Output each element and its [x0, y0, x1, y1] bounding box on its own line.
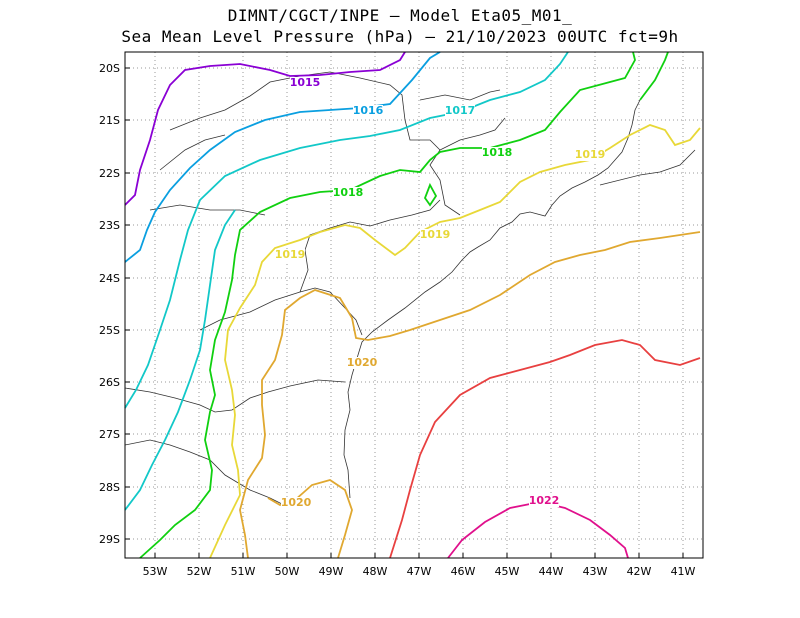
- state-border: [124, 379, 346, 413]
- isobar-label: 1019: [575, 148, 606, 161]
- lon-tick-label: 53W: [143, 565, 168, 578]
- map-frame: [124, 51, 704, 559]
- isobar-label: 1018: [333, 186, 364, 199]
- lon-tick-label: 50W: [275, 565, 300, 578]
- isobar-1017b-line: [124, 209, 236, 511]
- lat-tick-label: 22S: [99, 167, 120, 180]
- isobar-1015-line: [124, 51, 406, 206]
- lon-tick-label: 49W: [319, 565, 344, 578]
- lon-tick-label: 42W: [627, 565, 652, 578]
- isobar-label-background: [482, 147, 512, 159]
- lat-tick-label: 28S: [99, 481, 120, 494]
- state-border: [439, 117, 506, 151]
- isobar-1022-line: [447, 501, 629, 559]
- axis-ticks: 20S 21S 22S 23S 24S 25S 26S 27S 28S 29S 53W 52W 51W 5…: [99, 62, 696, 578]
- lon-tick-label: 48W: [363, 565, 388, 578]
- lat-tick-label: 25S: [99, 324, 120, 337]
- state-border: [599, 149, 696, 186]
- isobar-1018-line: [139, 51, 636, 559]
- state-border: [169, 71, 461, 216]
- isobar-1017-line: [124, 51, 569, 409]
- lon-tick-label: 51W: [231, 565, 256, 578]
- chart-title-line-2: Sea Mean Level Pressure (hPa) — 21/10/20…: [121, 27, 679, 46]
- state-border: [299, 199, 441, 293]
- isobar-label-background: [281, 497, 311, 509]
- isobars: [124, 51, 701, 559]
- isobar-label-background: [353, 105, 383, 117]
- isobar-1020b-line: [267, 479, 353, 559]
- isobar-label: 1020: [347, 356, 378, 369]
- isobar-1021-line: [389, 339, 701, 559]
- isobar-label-background: [445, 105, 475, 117]
- lat-tick-label: 21S: [99, 114, 120, 127]
- isobar-1020-line: [239, 231, 701, 559]
- lon-tick-label: 47W: [407, 565, 432, 578]
- lat-tick-label: 26S: [99, 376, 120, 389]
- isobar-label-background: [529, 495, 559, 507]
- coastline: [343, 99, 641, 499]
- isobar-label-background: [347, 357, 377, 369]
- isobar-label: 1015: [290, 76, 321, 89]
- isobar-label: 1018: [482, 146, 513, 159]
- lon-tick-label: 46W: [451, 565, 476, 578]
- lat-tick-label: 24S: [99, 272, 120, 285]
- isobar-label: 1019: [420, 228, 451, 241]
- lon-tick-label: 52W: [187, 565, 212, 578]
- isobar-label: 1022: [529, 494, 560, 507]
- isobar-label-background: [420, 229, 450, 241]
- isobar-label-background: [575, 149, 605, 161]
- isobar-label-background: [275, 249, 305, 261]
- isobar-label: 1019: [275, 248, 306, 261]
- lon-tick-label: 43W: [583, 565, 608, 578]
- lat-tick-label: 20S: [99, 62, 120, 75]
- coastline-and-borders: [124, 71, 696, 509]
- lon-tick-label: 41W: [671, 565, 696, 578]
- state-border: [419, 89, 501, 101]
- isobar-label: 1020: [281, 496, 312, 509]
- lon-tick-label: 44W: [539, 565, 564, 578]
- isobar-label: 1016: [353, 104, 384, 117]
- isobar-1019-line: [209, 124, 701, 559]
- isobar-label-background: [333, 187, 363, 199]
- state-border: [159, 134, 226, 171]
- lat-tick-label: 23S: [99, 219, 120, 232]
- lat-tick-label: 27S: [99, 428, 120, 441]
- isobar-1018b-line: [639, 51, 669, 101]
- chart-title-line-1: DIMNT/CGCT/INPE — Model Eta05_M01_: [227, 6, 573, 25]
- graticule: [125, 52, 703, 558]
- isobar-1016-line: [124, 51, 441, 263]
- lon-tick-label: 45W: [495, 565, 520, 578]
- state-border: [149, 204, 266, 216]
- isobar-labels: 1015 1016 1017 1018 1018 1019 1019 1019 1020 1020…: [275, 76, 606, 509]
- isobar-label-background: [290, 77, 320, 89]
- lat-tick-label: 29S: [99, 533, 120, 546]
- isobar-label: 1017: [445, 104, 476, 117]
- isobar-1018-loop: [423, 182, 438, 207]
